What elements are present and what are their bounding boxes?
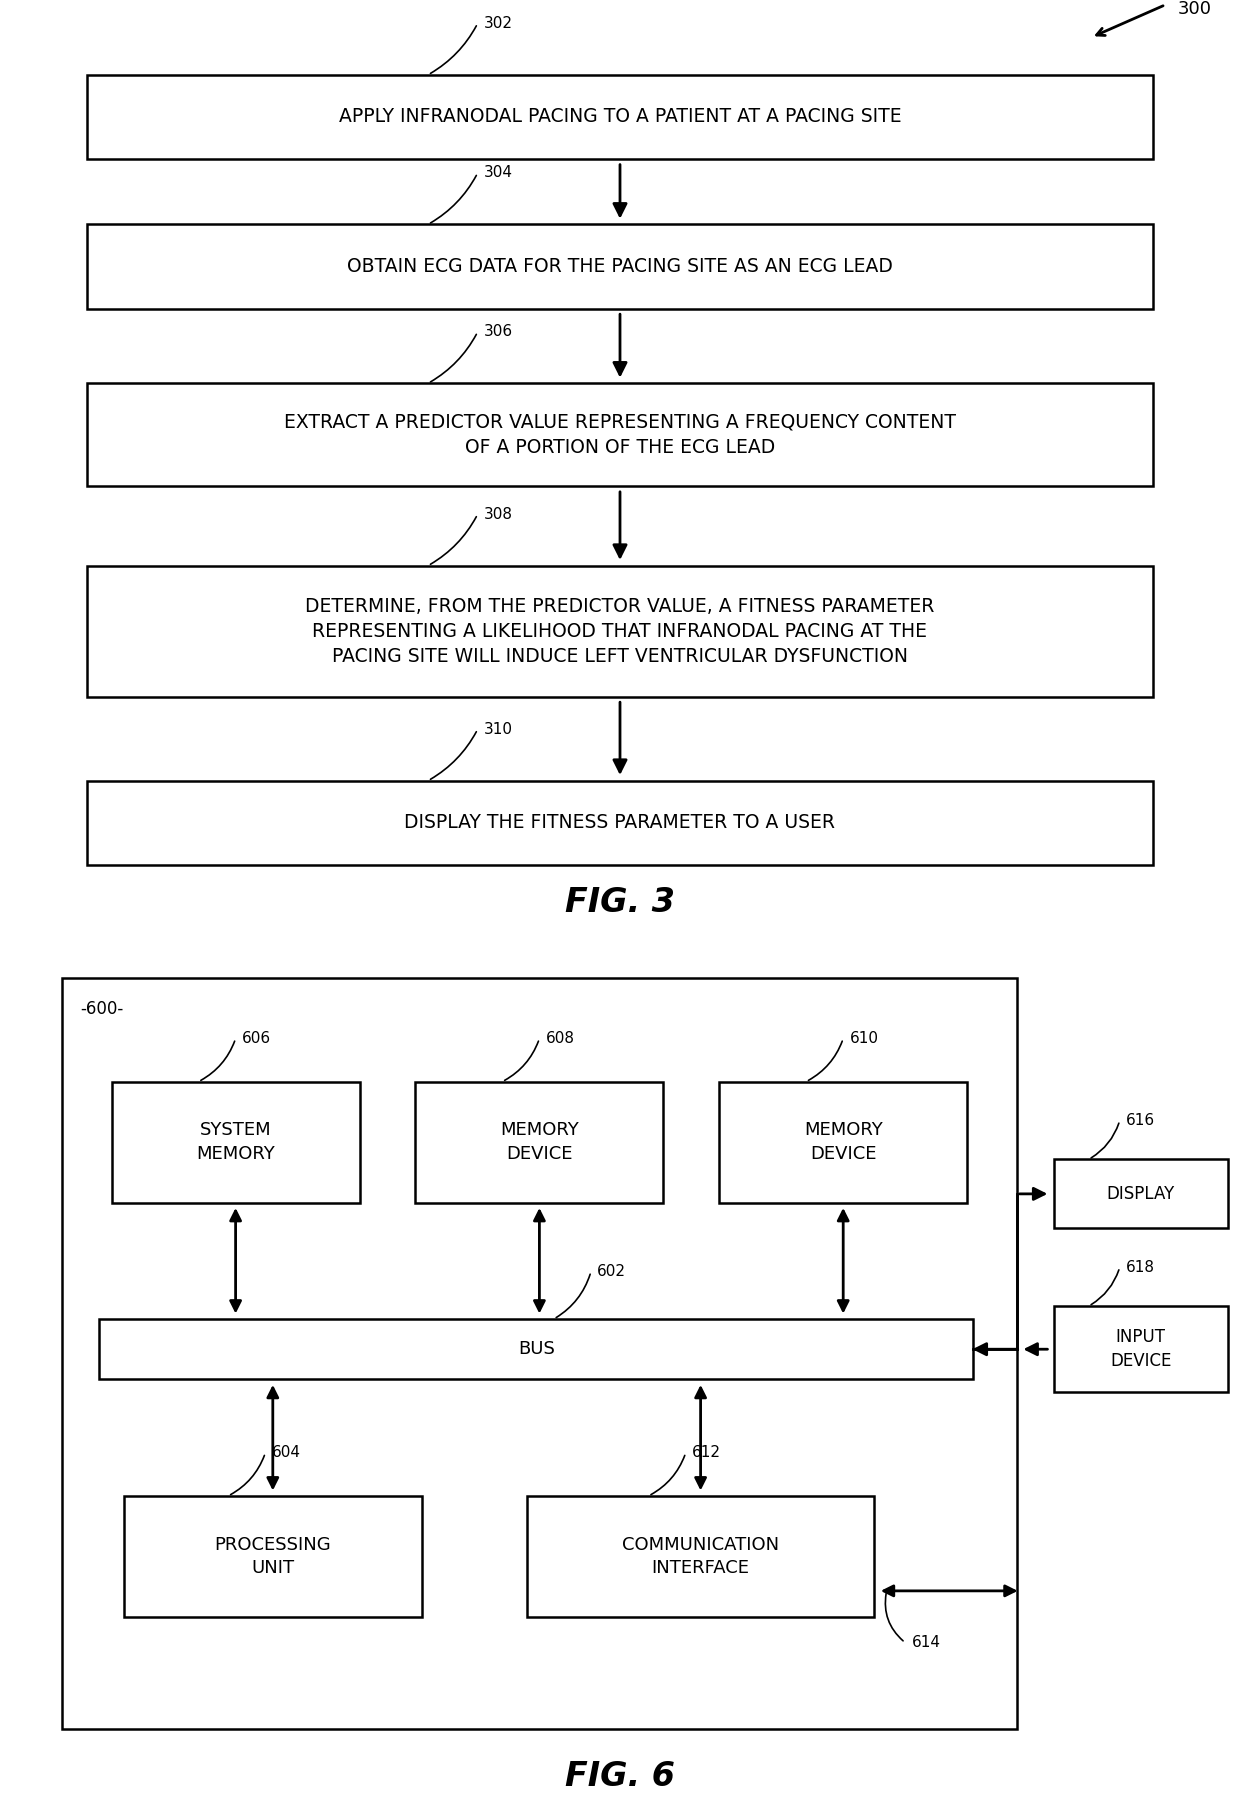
Text: 608: 608	[546, 1030, 574, 1046]
Text: 610: 610	[849, 1030, 878, 1046]
Bar	[112, 1082, 360, 1203]
Bar	[124, 1496, 422, 1616]
Text: DISPLAY: DISPLAY	[1106, 1185, 1176, 1203]
Text: 612: 612	[692, 1446, 720, 1460]
Text: 308: 308	[484, 507, 513, 521]
Bar	[87, 383, 1153, 485]
Text: COMMUNICATION
INTERFACE: COMMUNICATION INTERFACE	[622, 1535, 779, 1577]
Text: MEMORY
DEVICE: MEMORY DEVICE	[804, 1122, 883, 1163]
Bar	[62, 978, 1017, 1730]
Text: OBTAIN ECG DATA FOR THE PACING SITE AS AN ECG LEAD: OBTAIN ECG DATA FOR THE PACING SITE AS A…	[347, 257, 893, 275]
Text: 606: 606	[242, 1030, 270, 1046]
Bar	[87, 225, 1153, 309]
Text: 614: 614	[911, 1634, 940, 1651]
Bar	[87, 76, 1153, 158]
Bar	[719, 1082, 967, 1203]
Text: EXTRACT A PREDICTOR VALUE REPRESENTING A FREQUENCY CONTENT
OF A PORTION OF THE E: EXTRACT A PREDICTOR VALUE REPRESENTING A…	[284, 414, 956, 457]
Bar	[1054, 1160, 1228, 1228]
Text: -600-: -600-	[81, 1000, 124, 1018]
Text: FIG. 6: FIG. 6	[565, 1760, 675, 1793]
Bar	[415, 1082, 663, 1203]
Text: INPUT
DEVICE: INPUT DEVICE	[1110, 1329, 1172, 1370]
Text: 304: 304	[484, 165, 513, 180]
Text: SYSTEM
MEMORY: SYSTEM MEMORY	[196, 1122, 275, 1163]
Text: 602: 602	[598, 1264, 626, 1278]
Text: DETERMINE, FROM THE PREDICTOR VALUE, A FITNESS PARAMETER
REPRESENTING A LIKELIHO: DETERMINE, FROM THE PREDICTOR VALUE, A F…	[305, 597, 935, 665]
Bar	[527, 1496, 874, 1616]
Text: 300: 300	[1178, 0, 1211, 18]
Text: 302: 302	[484, 16, 513, 31]
Text: BUS: BUS	[518, 1340, 554, 1357]
Text: DISPLAY THE FITNESS PARAMETER TO A USER: DISPLAY THE FITNESS PARAMETER TO A USER	[404, 813, 836, 832]
Text: 310: 310	[484, 721, 513, 737]
Bar	[87, 566, 1153, 696]
Bar	[99, 1320, 973, 1379]
Bar	[87, 780, 1153, 865]
Text: 616: 616	[1126, 1113, 1154, 1127]
Bar	[1054, 1305, 1228, 1392]
Text: FIG. 3: FIG. 3	[565, 886, 675, 919]
Text: 604: 604	[272, 1446, 300, 1460]
Text: PROCESSING
UNIT: PROCESSING UNIT	[215, 1535, 331, 1577]
Text: MEMORY
DEVICE: MEMORY DEVICE	[500, 1122, 579, 1163]
Text: 306: 306	[484, 324, 513, 340]
Text: APPLY INFRANODAL PACING TO A PATIENT AT A PACING SITE: APPLY INFRANODAL PACING TO A PATIENT AT …	[339, 108, 901, 126]
Text: 618: 618	[1126, 1260, 1154, 1275]
